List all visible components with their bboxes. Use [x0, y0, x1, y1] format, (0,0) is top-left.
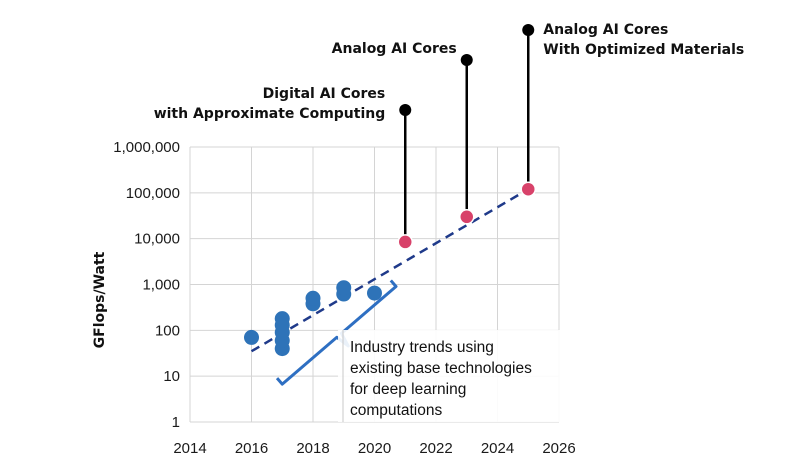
projected-data-point [397, 234, 413, 250]
industry-data-point [274, 311, 290, 327]
x-tick-label: 2022 [419, 440, 452, 457]
x-tick-label: 2016 [235, 440, 268, 457]
callout-label: With Optimized Materials [543, 42, 744, 58]
callout-labels: Digital AI Cores with Approximate Computi… [154, 22, 745, 122]
x-tick-label: 2020 [358, 440, 391, 457]
trend-line [250, 188, 529, 353]
x-tick-label: 2026 [542, 440, 575, 457]
projected-data-point [459, 209, 475, 225]
x-tick-label: 2018 [296, 440, 329, 457]
industry-data-point [244, 329, 259, 345]
annotation-background [338, 330, 564, 422]
industry-data-point [367, 285, 382, 301]
data-points [244, 181, 536, 357]
callout-label: Analog AI Cores [332, 41, 457, 57]
axis-tick-labels: 2014 2016 2018 2020 2022 2024 2026 1 10 100 1,000 1… [113, 139, 575, 457]
trend-line-group [250, 188, 529, 353]
industry-data-point [336, 280, 352, 296]
y-tick-label: 10 [163, 368, 180, 385]
y-tick-label: 1 [172, 414, 180, 431]
y-tick-label: 1,000,000 [113, 139, 180, 156]
x-tick-label: 2014 [173, 440, 206, 457]
projected-data-point [520, 181, 536, 197]
callout-pin-head [522, 24, 535, 36]
callout-pin-head [460, 54, 473, 66]
callout-pins [399, 24, 535, 242]
callout-pin-head [399, 104, 412, 116]
callout-label: Digital AI Cores [263, 86, 386, 102]
annotation-line: for deep learning [350, 381, 466, 398]
annotation-line: existing base technologies [350, 360, 532, 377]
y-tick-label: 100 [155, 322, 180, 339]
annotation-line: Industry trends using [350, 339, 494, 356]
y-axis-label: GFlops/Watt [92, 251, 108, 348]
callout-label: Analog AI Cores [543, 22, 668, 38]
industry-annotation: Industry trends using existing base techn… [338, 330, 564, 422]
y-tick-label: 100,000 [126, 185, 180, 202]
industry-data-point [305, 290, 321, 306]
x-tick-label: 2024 [481, 440, 514, 457]
chart-grid [189, 146, 560, 423]
callout-label: with Approximate Computing [154, 106, 386, 122]
annotation-line: computations [350, 402, 442, 419]
y-tick-label: 1,000 [142, 277, 180, 294]
y-tick-label: 10,000 [134, 231, 180, 248]
